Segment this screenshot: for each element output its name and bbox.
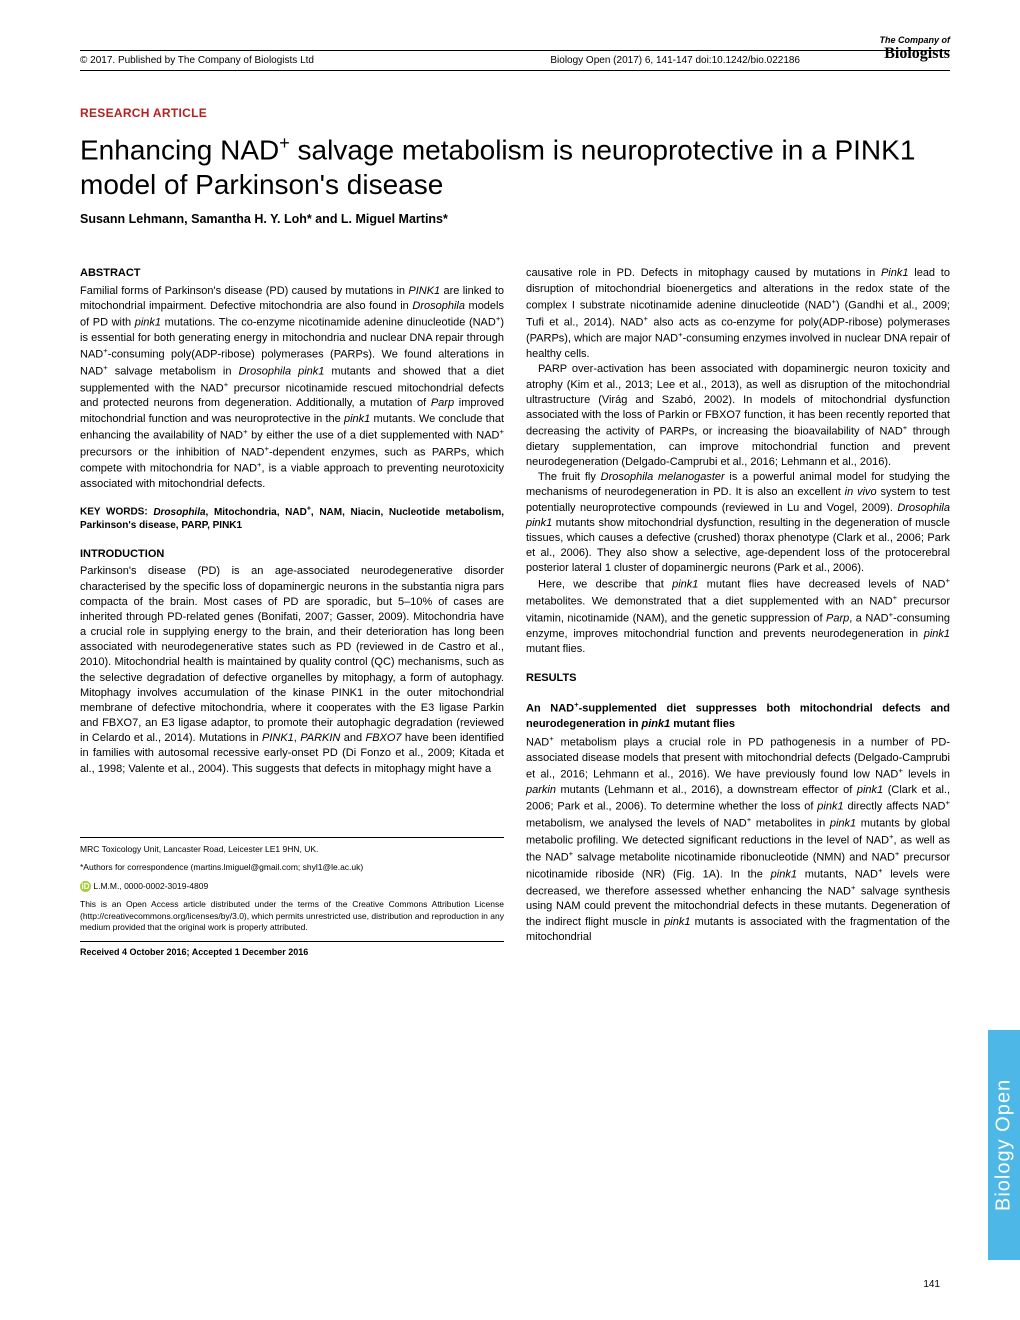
orcid-line: iD L.M.M., 0000-0002-3019-4809 — [80, 881, 504, 892]
article-type: RESEARCH ARTICLE — [80, 106, 950, 120]
two-column-body: ABSTRACT Familial forms of Parkinson's d… — [80, 266, 950, 964]
right-p1: causative role in PD. Defects in mitopha… — [526, 266, 950, 362]
journal-side-tab: Biology Open — [988, 1030, 1020, 1260]
article-title: Enhancing NAD+ salvage metabolism is neu… — [80, 132, 950, 202]
abstract-head: ABSTRACT — [80, 266, 504, 281]
results-text: NAD+ metabolism plays a crucial role in … — [526, 734, 950, 944]
page-number: 141 — [923, 1279, 940, 1290]
introduction-text: Parkinson's disease (PD) is an age-assoc… — [80, 564, 504, 776]
received-dates: Received 4 October 2016; Accepted 1 Dece… — [80, 941, 504, 958]
results-head: RESULTS — [526, 671, 950, 686]
citation-text: Biology Open (2017) 6, 141-147 doi:10.12… — [550, 55, 800, 66]
logo-line1: The Company of — [879, 35, 950, 45]
orcid-icon: iD — [80, 881, 91, 892]
keywords-block: KEY WORDS: Drosophila, Mitochondria, NAD… — [80, 504, 504, 533]
logo-line2: Biologists — [879, 45, 950, 63]
keywords-label: KEY WORDS: — [80, 507, 148, 518]
right-column: causative role in PD. Defects in mitopha… — [526, 266, 950, 964]
authors-line: Susann Lehmann, Samantha H. Y. Loh* and … — [80, 212, 950, 226]
orcid-id: L.M.M., 0000-0002-3019-4809 — [93, 881, 208, 891]
right-p4: Here, we describe that pink1 mutant flie… — [526, 576, 950, 657]
right-p3: The fruit fly Drosophila melanogaster is… — [526, 470, 950, 576]
introduction-head: INTRODUCTION — [80, 547, 504, 562]
header-bar: © 2017. Published by The Company of Biol… — [80, 50, 950, 71]
page-container: The Company of Biologists © 2017. Publis… — [0, 0, 1020, 1320]
left-column: ABSTRACT Familial forms of Parkinson's d… — [80, 266, 504, 964]
license-text: This is an Open Access article distribut… — [80, 899, 504, 933]
footer-block: MRC Toxicology Unit, Lancaster Road, Lei… — [80, 837, 504, 958]
abstract-text: Familial forms of Parkinson's disease (P… — [80, 284, 504, 493]
publisher-logo: The Company of Biologists — [879, 35, 950, 63]
affiliation: MRC Toxicology Unit, Lancaster Road, Lei… — [80, 844, 504, 855]
copyright-text: © 2017. Published by The Company of Biol… — [80, 55, 314, 66]
results-subhead: An NAD+-supplemented diet suppresses bot… — [526, 700, 950, 732]
correspondence: *Authors for correspondence (martins.lmi… — [80, 862, 504, 873]
right-p2: PARP over-activation has been associated… — [526, 362, 950, 470]
